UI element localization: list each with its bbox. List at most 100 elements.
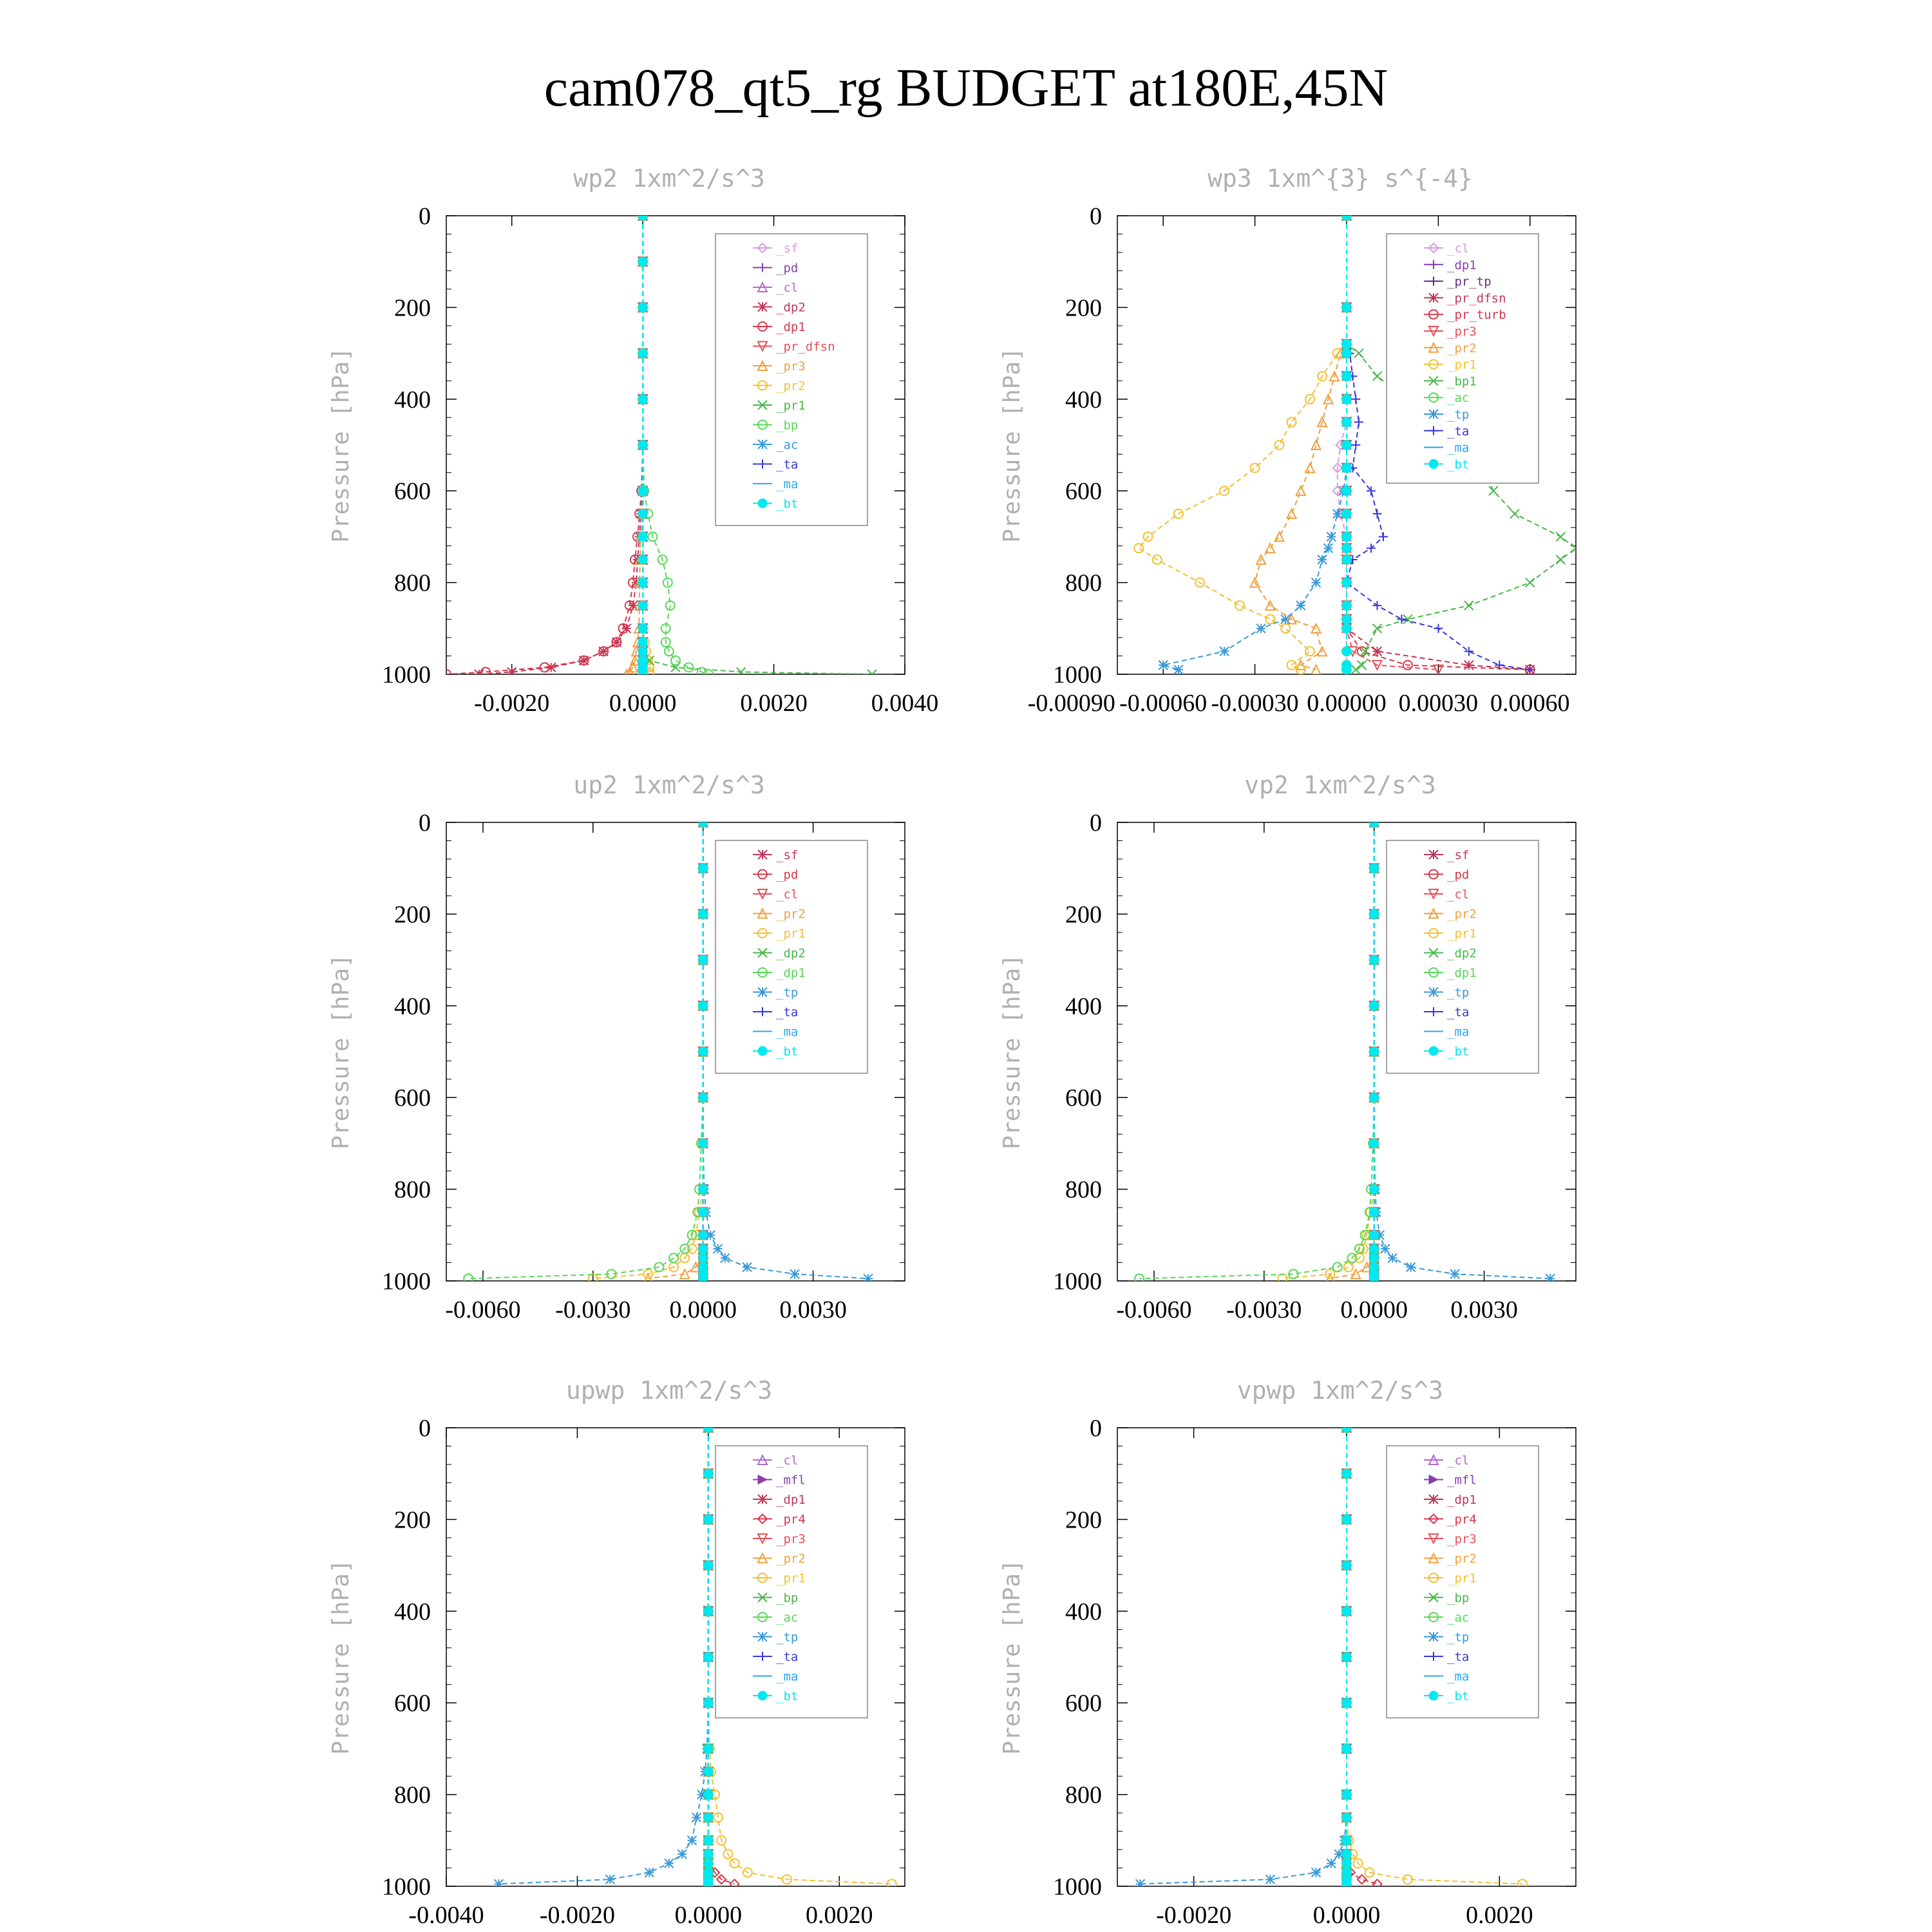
y-tick-label: 1000 (382, 1873, 431, 1900)
legend-label: _cl (1447, 242, 1469, 256)
y-tick-label: 1000 (382, 1268, 431, 1295)
legend-box (1386, 1445, 1539, 1719)
legend-label: _pd (776, 868, 798, 882)
y-tick-label: 1000 (1053, 1873, 1102, 1900)
y-tick-label: 200 (394, 901, 431, 928)
legend-label: _pr1 (1447, 358, 1477, 372)
series_bt (1341, 1428, 1352, 1886)
series_bt (638, 216, 648, 674)
x-tick-label: 0.0020 (740, 690, 808, 717)
series-line (498, 1428, 709, 1885)
series-line (1137, 216, 1347, 670)
x-tick-label: 0.0020 (1466, 1902, 1533, 1929)
legend-label: _dp2 (776, 947, 806, 961)
series_tp (1158, 216, 1352, 674)
legend-box (715, 1445, 868, 1719)
x-tick-label: -0.0020 (540, 1902, 615, 1929)
x-tick-label: 0.00000 (1307, 690, 1387, 717)
series_pr1 (1133, 216, 1352, 674)
chart-panel-6: vpwp 1xm^2/s^3 Pressure [hPa] 0 200 400 600 80… (999, 1376, 1577, 1929)
series-line (1160, 216, 1347, 670)
y-axis-label: Pressure [hPa] (328, 1559, 354, 1754)
legend-label: _ta (1447, 424, 1469, 439)
legend-label: _pr4 (776, 1513, 806, 1527)
legend-label: _dp1 (776, 320, 806, 334)
x-tick-label: -0.0020 (474, 690, 549, 717)
x-tick-label: -0.0020 (1156, 1902, 1231, 1929)
legend-label: _ac (1447, 1611, 1469, 1625)
series_dp2 (474, 216, 648, 674)
y-tick-label: 200 (394, 294, 431, 321)
legend-label: _sf (776, 242, 798, 256)
plot-frame (1117, 822, 1577, 1282)
legend-label: _tp (776, 1631, 798, 1645)
chart-panel-2: wp3 1xm^{3} s^{-4} Pressure [hPa] 0 200 400 6… (999, 164, 1577, 717)
legend: _cl _mfl _dp1 _pr4 _pr3 _pr2 _pr1 _bp _ac _tp _ta _… (1386, 1445, 1539, 1719)
series-line (1254, 216, 1347, 670)
series_pr1 (587, 822, 708, 1281)
y-axis-label: Pressure [hPa] (999, 1559, 1025, 1754)
legend-box (715, 840, 868, 1074)
series-line (642, 216, 709, 674)
x-tick-label: 0.0030 (1450, 1296, 1518, 1323)
series-line (478, 216, 644, 674)
x-tick-label: -0.0040 (408, 1902, 484, 1929)
series-line (1139, 822, 1375, 1280)
series-line (1345, 216, 1530, 670)
series_dp1 (446, 216, 649, 674)
y-tick-label: 200 (1065, 294, 1102, 321)
y-tick-label: 600 (394, 1084, 431, 1112)
legend-label: _bp (776, 419, 798, 433)
legend-label: _tp (1447, 986, 1469, 1000)
y-tick-label: 400 (1065, 993, 1102, 1020)
panel-title: vpwp 1xm^2/s^3 (1237, 1376, 1443, 1405)
legend-label: _ta (776, 458, 798, 472)
legend-label: _bt (776, 1689, 798, 1703)
series_tp (493, 1428, 714, 1886)
x-tick-label: 0.0000 (1340, 1296, 1408, 1323)
legend-label: _sf (1447, 848, 1469, 862)
series_tp (1135, 1428, 1352, 1886)
y-tick-label: 400 (1065, 1598, 1102, 1625)
chart-panel-4: vp2 1xm^2/s^3 Pressure [hPa] 0 200 400 600 800… (999, 771, 1577, 1323)
legend-label: _cl (776, 281, 798, 295)
legend-label: _ta (1447, 1650, 1469, 1664)
y-axis-label: Pressure [hPa] (328, 954, 354, 1149)
y-tick-label: 0 (419, 1415, 431, 1442)
series_bp (638, 216, 714, 674)
y-tick-label: 800 (1065, 1177, 1102, 1204)
legend-label: _ta (776, 1005, 798, 1019)
legend-label: _pr2 (776, 907, 806, 922)
legend-label: _ac (776, 1611, 798, 1625)
x-tick-label: 0.0000 (609, 690, 677, 717)
legend-label: _pr2 (1447, 907, 1477, 922)
panel-title: up2 1xm^2/s^3 (573, 771, 764, 799)
y-axis-label: Pressure [hPa] (999, 954, 1025, 1149)
y-tick-label: 400 (394, 1598, 431, 1625)
legend: _sf _pd _cl _pr2 _pr1 _dp2 _dp1 _tp _ta _ma _bt (715, 840, 868, 1074)
legend-label: _tp (1447, 1631, 1469, 1645)
plot-frame (446, 215, 905, 675)
y-tick-label: 800 (394, 570, 431, 597)
panel-title: vp2 1xm^2/s^3 (1244, 771, 1435, 799)
legend-label: _cl (776, 887, 798, 902)
legend-label: _mfl (1447, 1473, 1477, 1488)
legend-label: _pr2 (1447, 341, 1477, 355)
legend-label: _ma (1447, 1025, 1469, 1039)
legend-label: _dp1 (776, 966, 806, 980)
legend: _sf _pd _cl _pr2 _pr1 _dp2 _dp1 _tp _ta _ma _bt (1386, 840, 1539, 1074)
legend-label: _dp1 (1447, 258, 1477, 272)
legend: _cl _mfl _dp1 _pr4 _pr3 _pr2 _pr1 _bp _ac _tp _ta _… (715, 1445, 868, 1719)
legend-label: _pr3 (1447, 1532, 1477, 1546)
series-line (468, 822, 704, 1280)
legend-label: _cl (1447, 1454, 1469, 1468)
legend-box (1386, 233, 1539, 484)
y-tick-label: 1000 (382, 661, 431, 688)
x-tick-label: -0.0060 (445, 1296, 520, 1323)
y-tick-label: 800 (1065, 570, 1102, 597)
legend-label: _cl (776, 1454, 798, 1468)
series-line (1330, 822, 1375, 1280)
plot-frame (446, 1427, 905, 1887)
panel-title: wp2 1xm^2/s^3 (573, 164, 764, 193)
